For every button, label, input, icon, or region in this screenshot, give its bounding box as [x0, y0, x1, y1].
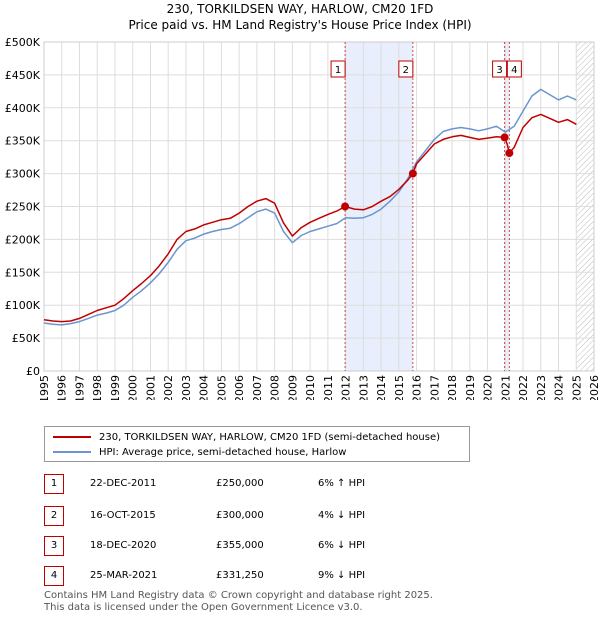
y-tick-label: £100K [5, 299, 41, 312]
transaction-price: £300,000 [216, 510, 264, 521]
sale-point [505, 149, 514, 158]
transaction-price: £331,250 [216, 570, 264, 581]
sale-label-box [506, 60, 522, 78]
x-tick-label: 1999 [109, 375, 122, 400]
transaction-date: 18-DEC-2020 [90, 540, 157, 551]
sale-label-number: 1 [335, 65, 341, 76]
x-tick-label: 2026 [588, 375, 600, 400]
hpi-line-swatch [53, 451, 91, 453]
sale-label-box [398, 60, 414, 78]
transaction-number-badge: 2 [44, 506, 64, 526]
x-tick-label: 2009 [286, 375, 299, 400]
y-tick-label: £300K [5, 168, 41, 181]
price-paid-series-line [43, 113, 577, 323]
x-tick-label: 2005 [215, 375, 228, 400]
legend-hpi-label: HPI: Average price, semi-detached house,… [99, 446, 347, 458]
sale-label-number: 4 [511, 65, 517, 76]
sale-label-number: 2 [403, 65, 409, 76]
transaction-number-badge: 1 [44, 474, 64, 494]
legend-item-price-paid: 230, TORKILDSEN WAY, HARLOW, CM20 1FD (s… [53, 430, 440, 444]
footer-licence: This data is licensed under the Open Gov… [44, 602, 363, 613]
y-tick-label: £150K [5, 266, 41, 279]
chart-subtitle: Price paid vs. HM Land Registry's House … [128, 18, 472, 32]
transaction-date: 22-DEC-2011 [90, 478, 157, 489]
transaction-number-badge: 4 [44, 566, 64, 586]
x-tick-label: 2020 [482, 375, 495, 400]
y-tick-label: £200K [5, 233, 41, 246]
transaction-row: 1 22-DEC-2011 £250,000 6% ↑ HPI [44, 474, 564, 494]
x-tick-label: 2007 [251, 375, 264, 400]
x-tick-label: 2018 [446, 375, 459, 400]
chart-title: 230, TORKILDSEN WAY, HARLOW, CM20 1FD [166, 2, 434, 16]
transaction-date: 25-MAR-2021 [90, 570, 158, 581]
x-tick-label: 2006 [233, 375, 246, 400]
transaction-row: 2 16-OCT-2015 £300,000 4% ↓ HPI [44, 506, 564, 526]
x-tick-label: 1997 [73, 375, 86, 400]
sale-label-number: 3 [496, 65, 502, 76]
x-tick-label: 2015 [393, 375, 406, 400]
x-tick-label: 2010 [304, 375, 317, 400]
transaction-hpi-diff: 4% ↓ HPI [318, 510, 366, 521]
x-tick-label: 2012 [340, 375, 353, 400]
price-chart: £0 £50K £100K £150K £200K £250K £300K £350K £400… [5, 36, 600, 400]
hpi-series-line [43, 88, 577, 326]
transaction-hpi-diff: 6% ↑ HPI [318, 478, 366, 489]
sale-point [408, 169, 417, 178]
transaction-row: 3 18-DEC-2020 £355,000 6% ↓ HPI [44, 536, 564, 556]
y-tick-label: £250K [5, 201, 41, 214]
x-tick-label: 2000 [127, 375, 140, 400]
y-tick-label: £0 [26, 365, 40, 378]
x-tick-label: 2024 [553, 375, 566, 400]
x-tick-label: 2013 [357, 375, 370, 400]
transaction-number-badge: 3 [44, 536, 64, 556]
x-tick-label: 2002 [162, 375, 175, 400]
price-paid-line-swatch [53, 436, 91, 438]
transaction-row: 4 25-MAR-2021 £331,250 9% ↓ HPI [44, 566, 564, 586]
x-tick-label: 1996 [56, 375, 69, 400]
x-tick-label: 2023 [535, 375, 548, 400]
x-tick-label: 2011 [322, 375, 335, 400]
x-tick-label: 1995 [38, 375, 51, 400]
x-tick-label: 2014 [375, 375, 388, 400]
x-tick-label: 2019 [464, 375, 477, 400]
legend-item-hpi: HPI: Average price, semi-detached house,… [53, 445, 346, 459]
transaction-hpi-diff: 9% ↓ HPI [318, 570, 366, 581]
y-tick-label: £50K [12, 332, 41, 345]
x-tick-label: 2001 [144, 375, 157, 400]
x-tick-label: 2008 [269, 375, 282, 400]
transaction-price: £250,000 [216, 478, 264, 489]
sale-label-box [330, 60, 346, 78]
transaction-date: 16-OCT-2015 [90, 510, 156, 521]
y-tick-label: £400K [5, 102, 41, 115]
x-tick-label: 2022 [517, 375, 530, 400]
x-tick-label: 2016 [411, 375, 424, 400]
y-tick-label: £500K [5, 36, 41, 49]
x-tick-label: 2003 [180, 375, 193, 400]
transaction-hpi-diff: 6% ↓ HPI [318, 540, 366, 551]
sale-point [341, 202, 350, 211]
y-tick-label: £350K [5, 135, 41, 148]
y-tick-label: £450K [5, 69, 41, 82]
sale-point [500, 133, 509, 142]
footer-copyright: Contains HM Land Registry data © Crown c… [44, 590, 433, 601]
plot-frame [43, 41, 595, 372]
sale-label-box [492, 60, 508, 78]
x-tick-label: 2017 [428, 375, 441, 400]
x-tick-label: 2021 [499, 375, 512, 400]
x-tick-label: 2004 [198, 375, 211, 400]
x-tick-label: 2025 [570, 375, 583, 400]
transaction-price: £355,000 [216, 540, 264, 551]
x-tick-label: 1998 [91, 375, 104, 400]
legend-price-paid-label: 230, TORKILDSEN WAY, HARLOW, CM20 1FD (s… [99, 431, 441, 443]
chart-legend: 230, TORKILDSEN WAY, HARLOW, CM20 1FD (s… [44, 426, 470, 462]
